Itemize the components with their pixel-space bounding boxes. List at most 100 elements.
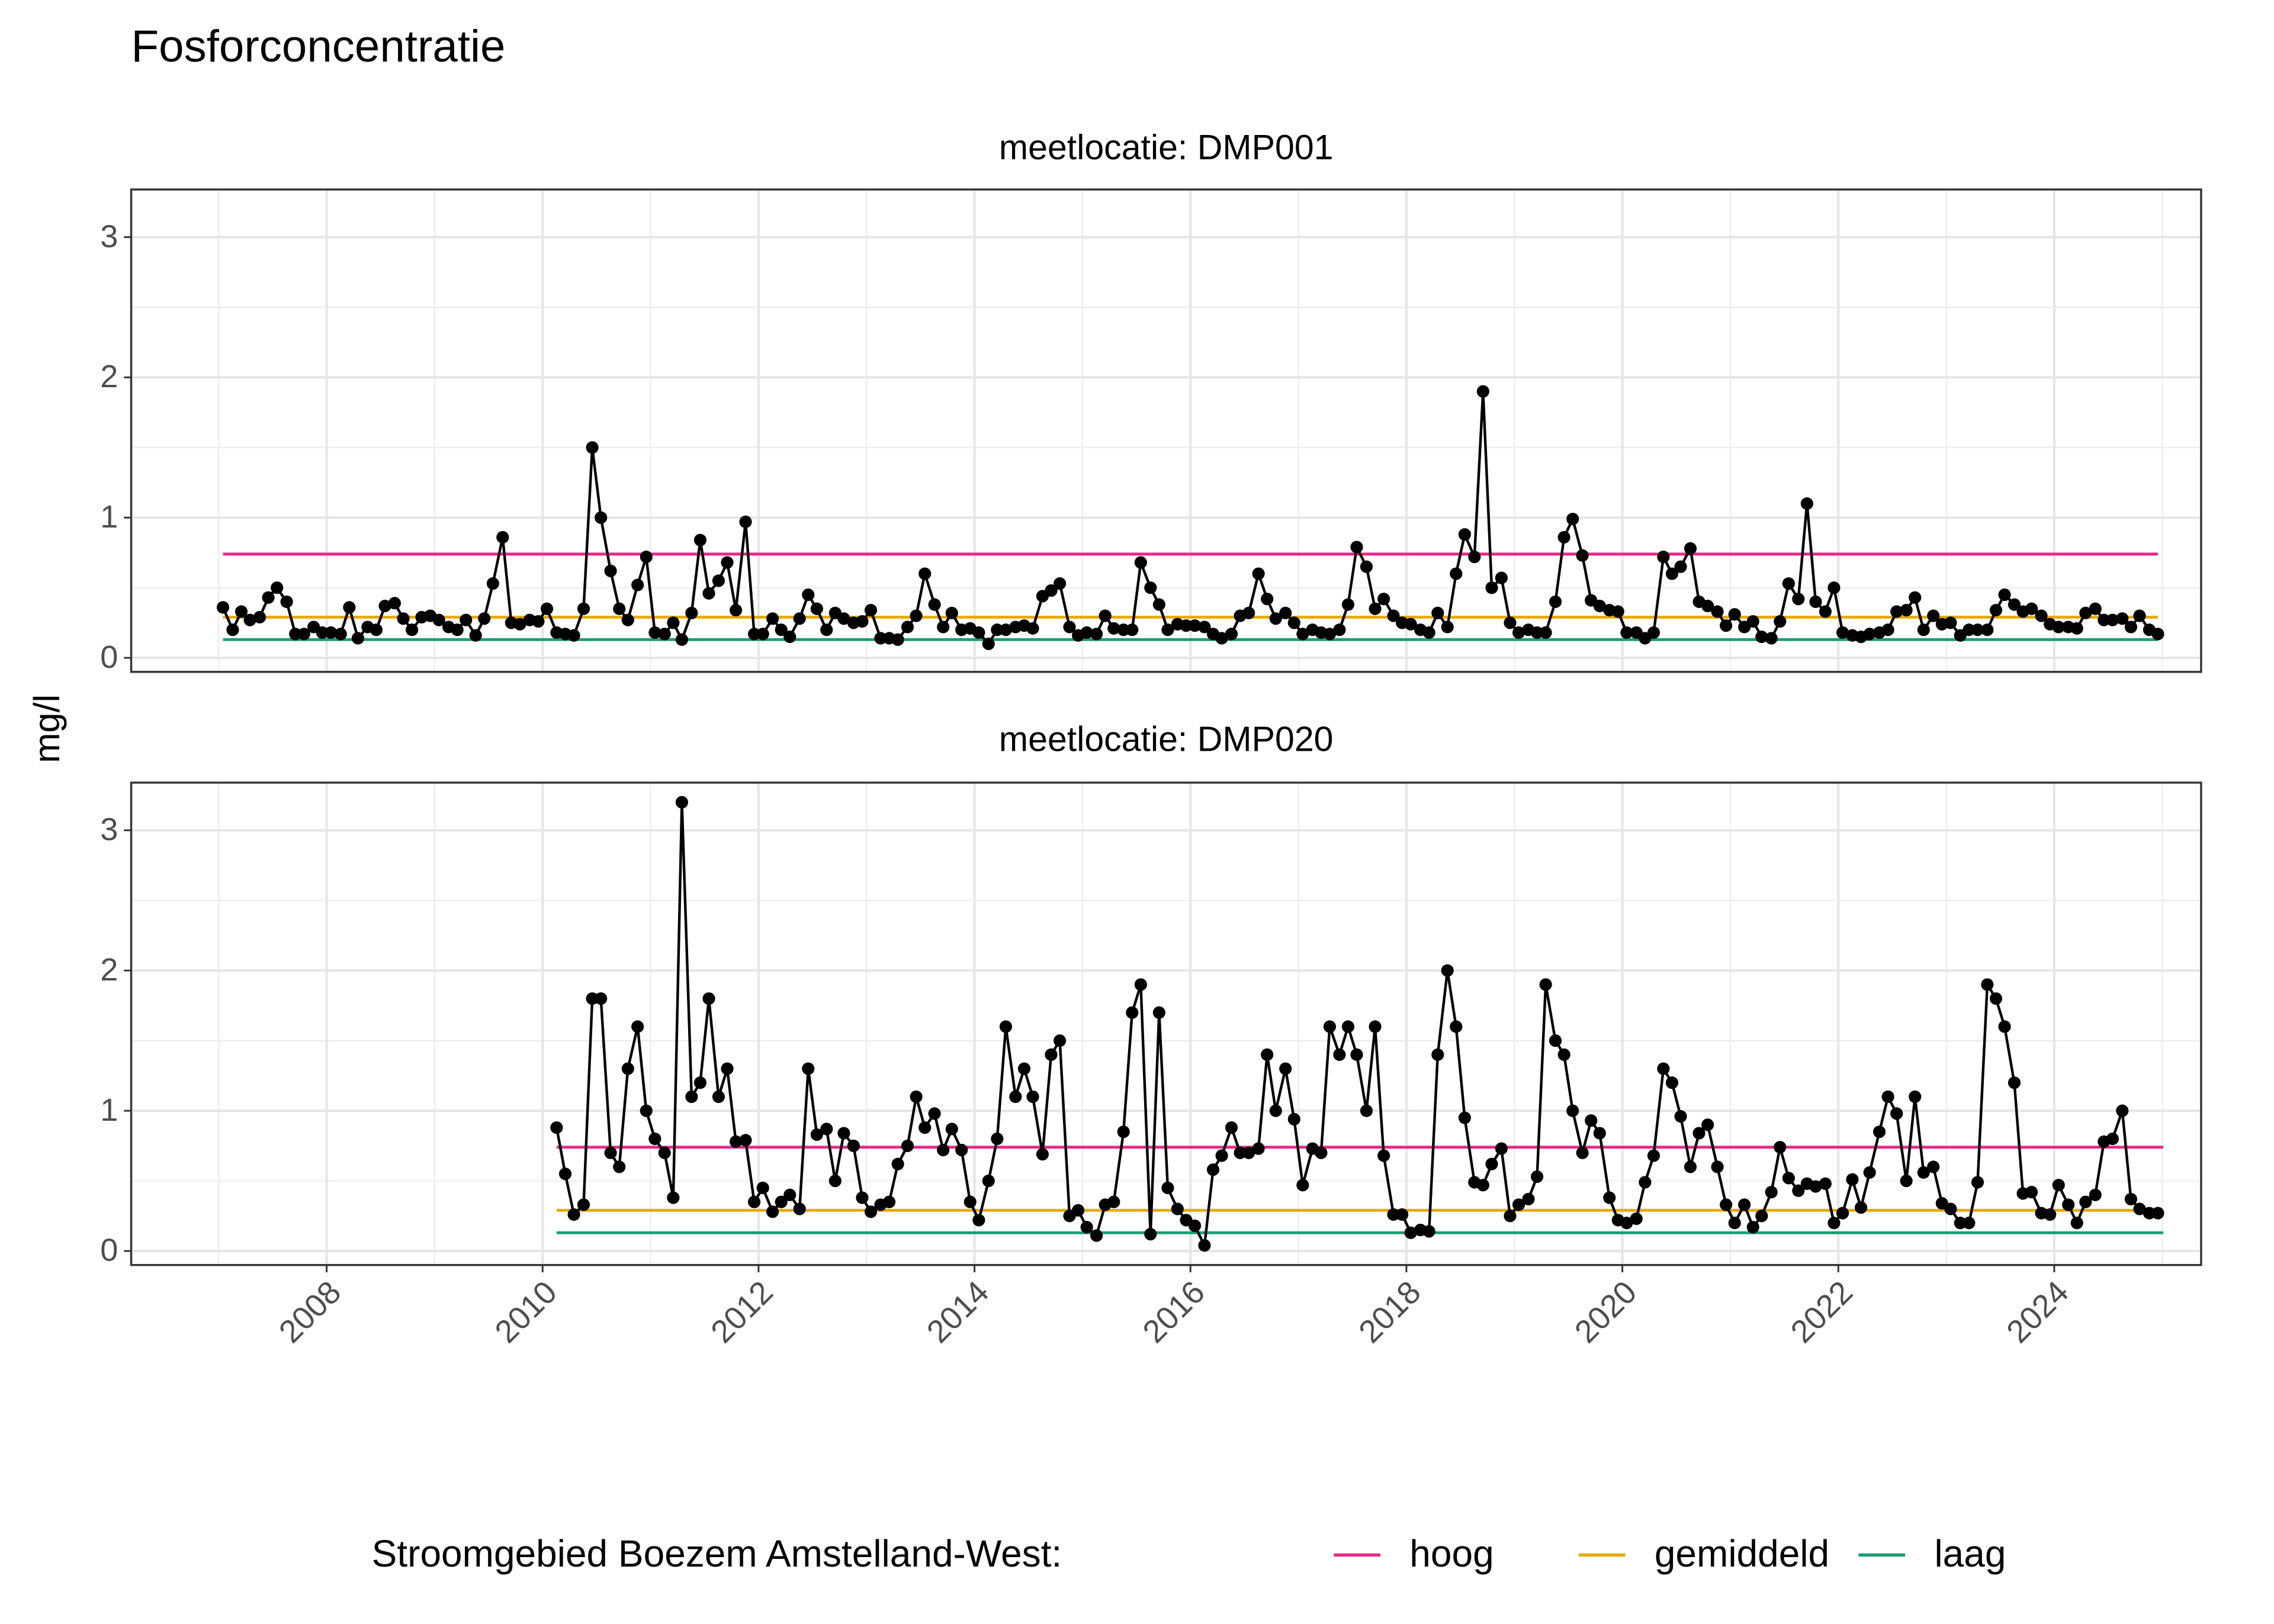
data-point bbox=[658, 1146, 671, 1159]
data-point bbox=[1963, 623, 1976, 636]
data-point bbox=[604, 1146, 617, 1159]
data-point bbox=[2116, 612, 2129, 625]
data-point bbox=[685, 606, 698, 619]
data-point bbox=[334, 628, 347, 641]
data-point bbox=[991, 1132, 1004, 1146]
data-point bbox=[1711, 1160, 1724, 1173]
data-point bbox=[2008, 598, 2021, 611]
legend-label: gemiddeld bbox=[1655, 1532, 1829, 1575]
data-point bbox=[1585, 1114, 1598, 1127]
y-tick-label: 2 bbox=[100, 952, 118, 988]
data-point bbox=[1800, 497, 1813, 510]
data-point bbox=[783, 631, 796, 644]
data-point bbox=[1746, 615, 1759, 628]
data-point bbox=[1927, 609, 1940, 622]
data-point bbox=[721, 556, 734, 569]
data-point bbox=[1161, 623, 1174, 636]
panel-border bbox=[130, 188, 2202, 673]
data-point bbox=[316, 626, 329, 639]
data-point bbox=[820, 623, 833, 636]
data-point bbox=[1215, 632, 1228, 645]
data-point bbox=[1692, 1127, 1706, 1140]
data-point bbox=[1900, 1174, 1913, 1188]
data-point bbox=[1045, 1048, 1058, 1061]
data-point bbox=[1981, 623, 1994, 636]
y-tick-label: 0 bbox=[100, 1233, 118, 1268]
data-point bbox=[2052, 1179, 2065, 1192]
data-point bbox=[847, 1139, 860, 1152]
data-point bbox=[1360, 1104, 1373, 1117]
data-point bbox=[1639, 1176, 1652, 1189]
data-point bbox=[1242, 1146, 1255, 1159]
data-point bbox=[1387, 1208, 1400, 1221]
data-point bbox=[2133, 1202, 2146, 1215]
data-point bbox=[928, 1107, 941, 1120]
data-point bbox=[2035, 609, 2048, 622]
data-point bbox=[918, 1121, 932, 1134]
data-point bbox=[918, 567, 932, 580]
data-point bbox=[1152, 1006, 1165, 1019]
data-point bbox=[756, 1181, 769, 1194]
data-point bbox=[2044, 1208, 2057, 1221]
data-point bbox=[567, 1208, 580, 1221]
data-point bbox=[2143, 1207, 2156, 1220]
data-point bbox=[1917, 623, 1930, 636]
data-point bbox=[2124, 1192, 2137, 1205]
data-point bbox=[1522, 1192, 1535, 1205]
data-point bbox=[1026, 622, 1039, 635]
legend-label: laag bbox=[1934, 1532, 2006, 1575]
data-point bbox=[1998, 1020, 2011, 1033]
data-point bbox=[1620, 626, 1633, 639]
data-point bbox=[1620, 1217, 1633, 1230]
data-point bbox=[1539, 626, 1552, 639]
data-point bbox=[1809, 1180, 1822, 1193]
data-point bbox=[1755, 631, 1768, 644]
legend-title: Stroomgebied Boezem Amstelland-West: bbox=[372, 1532, 1062, 1575]
data-point bbox=[1422, 1225, 1435, 1238]
data-point bbox=[2008, 1076, 2021, 1089]
data-point bbox=[775, 623, 788, 636]
data-point bbox=[577, 1198, 590, 1211]
data-point bbox=[1566, 1104, 1579, 1117]
data-point bbox=[1890, 605, 1903, 618]
data-point bbox=[1819, 605, 1832, 618]
data-point bbox=[1836, 1207, 1849, 1220]
data-point bbox=[1863, 628, 1876, 641]
legend-label: hoog bbox=[1409, 1532, 1493, 1575]
data-point bbox=[1377, 593, 1390, 606]
data-point bbox=[1728, 1217, 1741, 1230]
data-point bbox=[1909, 1090, 1922, 1104]
data-point bbox=[621, 613, 634, 626]
data-point bbox=[1774, 615, 1787, 628]
data-point bbox=[1350, 1048, 1363, 1061]
data-point bbox=[1900, 604, 1913, 617]
data-point bbox=[928, 598, 941, 611]
data-point bbox=[945, 1123, 958, 1136]
data-point bbox=[586, 441, 599, 454]
data-point bbox=[1657, 551, 1670, 564]
data-point bbox=[1512, 1198, 1525, 1211]
data-point bbox=[1872, 1125, 1886, 1139]
data-point bbox=[1530, 1170, 1544, 1184]
data-point bbox=[1755, 1210, 1768, 1223]
data-point bbox=[991, 623, 1004, 636]
data-point bbox=[667, 1191, 680, 1204]
data-point bbox=[1881, 1090, 1894, 1104]
data-point bbox=[1963, 1217, 1976, 1230]
data-point bbox=[1261, 1048, 1274, 1061]
data-point bbox=[891, 633, 904, 646]
data-point bbox=[640, 551, 653, 564]
data-point bbox=[864, 1205, 878, 1218]
data-point bbox=[693, 1076, 707, 1089]
data-point bbox=[1225, 1121, 1238, 1134]
data-point bbox=[1323, 1020, 1337, 1033]
data-point bbox=[262, 591, 275, 604]
data-point bbox=[1674, 560, 1687, 573]
data-point bbox=[1458, 528, 1471, 541]
data-point bbox=[2089, 1188, 2102, 1201]
data-point bbox=[2106, 613, 2119, 626]
data-point bbox=[1557, 530, 1570, 544]
data-point bbox=[613, 602, 626, 615]
data-point bbox=[1476, 1179, 1489, 1192]
data-point bbox=[1252, 567, 1265, 580]
